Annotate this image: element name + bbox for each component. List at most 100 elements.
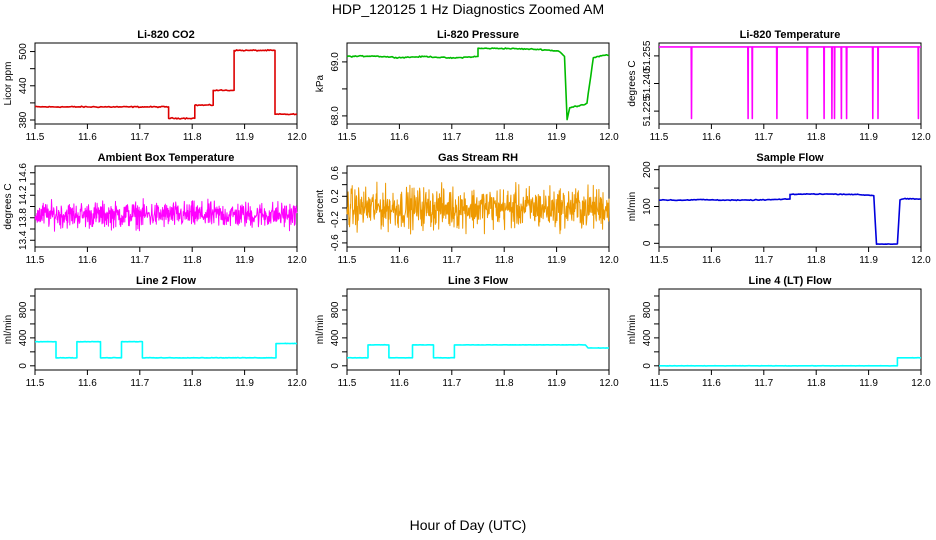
panel-title: Sample Flow <box>756 152 824 164</box>
panel-title: Gas Stream RH <box>438 152 518 164</box>
x-tick-label: 11.7 <box>130 255 149 266</box>
x-tick-label: 11.8 <box>807 378 826 389</box>
y-axis-label: ml/min <box>315 315 326 344</box>
panel-line-4-lt-flow: Line 4 (LT) Flow 11.5 11.6 11.7 11.8 11.9 12.0… <box>627 275 931 389</box>
x-tick-label: 11.9 <box>547 255 566 266</box>
y-tick-label: 69.0 <box>330 52 341 72</box>
y-tick-label: 800 <box>18 301 29 318</box>
series-line <box>34 340 298 359</box>
panel-sample-flow: Sample Flow 11.5 11.6 11.7 11.8 11.9 12.0 0 100 2… <box>627 152 931 266</box>
y-axis-label: degrees C <box>627 60 638 106</box>
x-tick-label: 11.8 <box>495 132 514 143</box>
x-tick-label: 11.6 <box>78 255 97 266</box>
y-tick-label: 400 <box>18 329 29 346</box>
x-tick-label: 11.6 <box>702 378 721 389</box>
y-axis-label: kPa <box>315 74 326 92</box>
y-tick-label: 0 <box>642 240 653 246</box>
x-tick-label: 12.0 <box>599 378 619 389</box>
x-tick-label: 11.5 <box>338 255 357 266</box>
x-tick-label: 11.6 <box>390 132 409 143</box>
x-tick-label: 11.6 <box>390 255 409 266</box>
series-line <box>34 198 298 232</box>
y-tick-label: 100 <box>642 198 653 215</box>
series-line <box>346 181 610 235</box>
x-tick-label: 11.5 <box>26 378 45 389</box>
plot-frame <box>34 42 298 125</box>
y-axis-label: ml/min <box>627 315 638 344</box>
plot-frame <box>34 288 298 371</box>
x-tick-label: 11.7 <box>130 132 149 143</box>
x-tick-label: 12.0 <box>287 378 307 389</box>
x-tick-label: 11.8 <box>495 255 514 266</box>
plot-frame <box>658 42 922 125</box>
y-tick-label: 0 <box>18 363 29 369</box>
panel-title: Line 2 Flow <box>136 275 196 287</box>
y-tick-label: 13.4 <box>18 230 29 250</box>
y-tick-label: 200 <box>642 161 653 178</box>
x-tick-label: 12.0 <box>599 132 619 143</box>
x-tick-label: 11.7 <box>442 378 461 389</box>
x-tick-label: 11.5 <box>650 132 669 143</box>
x-tick-label: 11.7 <box>754 132 773 143</box>
plot-frame <box>658 288 922 371</box>
x-tick-label: 11.8 <box>183 255 202 266</box>
panel-line-3-flow: Line 3 Flow 11.5 11.6 11.7 11.8 11.9 12.0 0 400 8… <box>315 275 619 389</box>
y-tick-label: 13.8 <box>18 208 29 228</box>
panel-title: Line 4 (LT) Flow <box>749 275 832 287</box>
figure-title: HDP_120125 1 Hz Diagnostics Zoomed AM <box>331 1 605 17</box>
plot-frame <box>658 165 922 248</box>
x-tick-label: 12.0 <box>287 255 307 266</box>
y-tick-label: 0 <box>330 363 341 369</box>
panel-title: Li-820 Temperature <box>740 29 841 41</box>
y-tick-label: 14.2 <box>18 185 29 205</box>
series-line <box>659 46 921 120</box>
x-tick-label: 11.7 <box>442 255 461 266</box>
y-tick-label: 14.6 <box>18 163 29 183</box>
x-tick-label: 11.9 <box>859 255 878 266</box>
y-tick-label: 0 <box>642 363 653 369</box>
x-tick-label: 11.9 <box>547 132 566 143</box>
x-tick-label: 11.6 <box>702 132 721 143</box>
series-line <box>658 192 922 245</box>
x-tick-label: 11.9 <box>235 132 254 143</box>
x-tick-label: 11.9 <box>859 378 878 389</box>
panel-title: Li-820 CO2 <box>137 29 194 41</box>
x-tick-label: 11.6 <box>78 132 97 143</box>
x-tick-label: 11.9 <box>235 378 254 389</box>
x-tick-label: 11.5 <box>650 378 669 389</box>
plot-frame <box>346 42 610 125</box>
y-axis-label: degrees C <box>3 183 14 229</box>
x-tick-label: 11.5 <box>650 255 669 266</box>
y-tick-label: 51.240 <box>642 68 653 99</box>
x-tick-label: 11.8 <box>495 378 514 389</box>
plot-frame <box>346 288 610 371</box>
series-line <box>346 343 609 359</box>
y-axis-label: ml/min <box>627 192 638 221</box>
y-axis-label: Licor ppm <box>3 62 14 106</box>
x-tick-label: 11.7 <box>130 378 149 389</box>
y-tick-label: 68.0 <box>330 106 341 126</box>
x-tick-label: 11.5 <box>338 132 357 143</box>
x-tick-label: 11.6 <box>702 255 721 266</box>
x-tick-label: 11.9 <box>859 132 878 143</box>
x-tick-label: 11.8 <box>807 132 826 143</box>
x-tick-label: 11.5 <box>26 132 45 143</box>
x-tick-label: 11.7 <box>442 132 461 143</box>
x-tick-label: 12.0 <box>287 132 307 143</box>
x-tick-label: 12.0 <box>599 255 619 266</box>
series-line <box>34 48 298 120</box>
panel-li-820-temperature: Li-820 Temperature 11.5 11.6 11.7 11.8 11.9 12… <box>627 29 931 143</box>
y-tick-label: 500 <box>18 43 29 60</box>
y-tick-label: 800 <box>642 301 653 318</box>
x-tick-label: 11.6 <box>78 378 97 389</box>
x-tick-label: 11.8 <box>183 132 202 143</box>
y-tick-label: 440 <box>18 77 29 94</box>
panel-gas-stream-rh: Gas Stream RH 11.5 11.6 11.7 11.8 11.9 12.0 -0.… <box>315 152 619 266</box>
y-tick-label: 380 <box>18 111 29 128</box>
panel-li-820-pressure: Li-820 Pressure 11.5 11.6 11.7 11.8 11.9 12.0 6… <box>315 29 619 143</box>
y-axis-label: ml/min <box>3 315 14 344</box>
x-tick-label: 11.9 <box>547 378 566 389</box>
y-tick-label: 400 <box>330 329 341 346</box>
y-tick-label: 0.6 <box>330 166 341 180</box>
